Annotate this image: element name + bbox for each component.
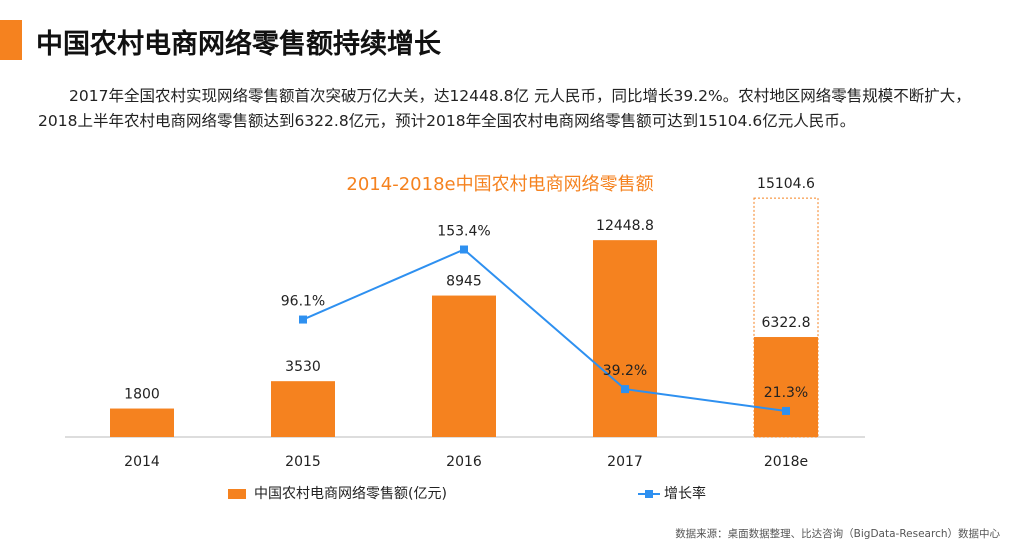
line-marker — [621, 385, 629, 394]
line-marker — [782, 406, 790, 415]
line-label: 39.2% — [603, 363, 647, 379]
chart-title: 2014-2018e中国农村电商网络零售额 — [346, 174, 653, 195]
line-label: 21.3% — [764, 385, 808, 401]
legend-marker — [645, 490, 653, 498]
bar — [754, 337, 818, 437]
bar-label: 12448.8 — [596, 218, 654, 234]
line-label: 153.4% — [437, 224, 490, 240]
x-tick-label: 2016 — [446, 454, 482, 470]
bar — [593, 240, 657, 437]
line-marker — [299, 315, 307, 324]
x-tick-label: 2015 — [285, 454, 321, 470]
x-tick-label: 2017 — [607, 454, 643, 470]
line — [302, 248, 787, 412]
bar — [432, 295, 496, 437]
legend-label: 增长率 — [664, 485, 706, 502]
x-tick-label: 2018e — [764, 454, 808, 470]
title-accent — [0, 20, 22, 60]
paragraph: 2017年全国农村实现网络零售额首次突破万亿大关，达12448.8亿 元人民币，… — [38, 87, 971, 130]
slide-title: 中国农村电商网络零售额持续增长 — [36, 29, 441, 60]
bar — [753, 197, 819, 438]
bar-label: 1800 — [124, 387, 160, 403]
legend-swatch — [228, 489, 246, 499]
line-label: 96.1% — [281, 294, 325, 310]
line-marker — [460, 245, 468, 254]
bar-label: 6322.8 — [762, 315, 811, 331]
bar-label: 3530 — [285, 359, 321, 375]
source: 数据来源：桌面数据整理、比达咨询（BigData-Research）数据中心 — [675, 527, 1000, 540]
bar-label: 15104.6 — [757, 176, 815, 192]
x-tick-label: 2014 — [124, 454, 160, 470]
bar — [271, 381, 335, 437]
bar — [110, 408, 174, 437]
bar-label: 8945 — [446, 274, 482, 290]
legend-label: 中国农村电商网络零售额(亿元) — [254, 486, 447, 502]
